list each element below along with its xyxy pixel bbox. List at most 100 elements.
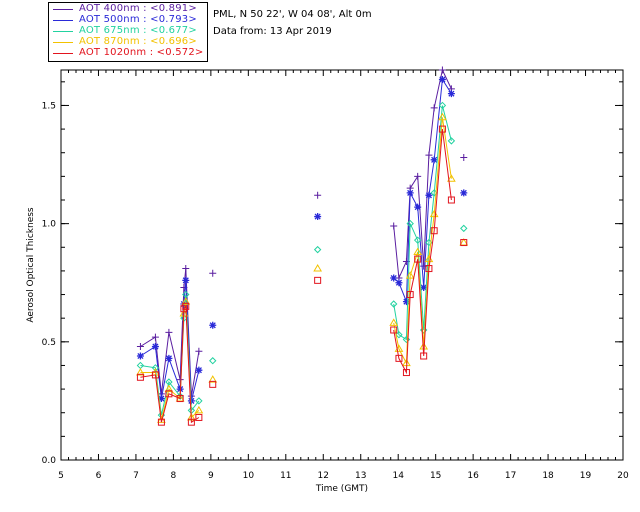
data-point: [136, 368, 145, 376]
x-tick-label: 9: [208, 471, 214, 481]
legend-line-870nm: [53, 42, 73, 43]
data-point: [413, 247, 423, 255]
data-point: [151, 364, 160, 372]
x-tick-label: 18: [542, 471, 554, 481]
x-tick-label: 14: [392, 471, 404, 481]
data-point: [438, 101, 447, 110]
data-point: [460, 153, 468, 161]
x-tick-label: 12: [318, 471, 329, 481]
data-point: [430, 227, 438, 235]
data-point: [430, 104, 438, 112]
x-axis-label: Time (GMT): [315, 484, 368, 494]
series-line: [393, 68, 452, 280]
data-point: [438, 112, 447, 121]
data-point: [405, 271, 415, 279]
series-line: [393, 129, 452, 375]
data-point: [209, 357, 217, 365]
data-point: [151, 343, 159, 351]
x-tick-label: 13: [355, 471, 366, 481]
data-point: [389, 300, 398, 308]
series-aot-1020nm: [136, 125, 468, 426]
data-point: [182, 265, 190, 273]
data-point: [180, 305, 188, 313]
data-point: [195, 347, 203, 355]
data-point: [414, 255, 422, 263]
series-aot-400nm: [136, 66, 468, 400]
data-point: [447, 90, 455, 98]
legend-label-1020nm: AOT 1020nm : <0.572>: [79, 47, 204, 58]
series-layer: [136, 66, 469, 426]
data-point: [406, 219, 414, 228]
data-point: [165, 354, 173, 362]
data-point: [460, 239, 468, 247]
data-point: [194, 405, 204, 414]
data-date: Data from: 13 Apr 2019: [213, 26, 332, 37]
data-point: [157, 418, 165, 426]
data-point: [395, 354, 403, 362]
x-tick-label: 8: [171, 471, 177, 481]
legend-item-870nm: AOT 870nm : <0.696>: [49, 36, 207, 48]
data-point: [406, 189, 414, 197]
data-point: [447, 174, 456, 182]
station-location: PML, N 50 22', W 04 08', Alt 0m: [213, 9, 372, 20]
y-axis-label: Aerosol Optical Thickness: [26, 207, 36, 323]
data-point: [157, 395, 165, 403]
data-point: [390, 274, 398, 282]
y-tick-label: 0.0: [42, 456, 57, 466]
data-point: [182, 302, 190, 310]
data-point: [314, 213, 322, 221]
x-tick-label: 15: [430, 471, 441, 481]
legend-label-500nm: AOT 500nm : <0.793>: [79, 14, 197, 25]
data-point: [460, 224, 468, 233]
series-line: [393, 117, 452, 365]
legend-line-500nm: [53, 20, 73, 21]
data-point: [414, 203, 422, 211]
y-tick-label: 0.5: [42, 338, 56, 348]
data-point: [459, 238, 469, 246]
data-point: [402, 298, 410, 306]
data-point: [413, 236, 422, 244]
data-point: [195, 413, 203, 421]
x-tick-label: 20: [617, 471, 629, 481]
legend-line-400nm: [53, 9, 73, 10]
legend-item-500nm: AOT 500nm : <0.793>: [49, 14, 207, 26]
data-point: [420, 352, 428, 360]
data-point: [414, 172, 422, 180]
legend-item-1020nm: AOT 1020nm : <0.572>: [49, 47, 207, 59]
data-point: [165, 390, 173, 398]
station-info: PML, N 50 22', W 04 08', Alt 0m Data fro…: [213, 6, 372, 40]
data-point: [136, 373, 144, 381]
data-point: [209, 321, 217, 329]
x-tick-label: 11: [280, 471, 291, 481]
y-tick-label: 1.5: [42, 101, 56, 111]
data-point: [460, 189, 468, 197]
data-point: [313, 264, 323, 272]
data-point: [389, 318, 399, 326]
data-point: [151, 333, 159, 341]
x-tick-label: 17: [505, 471, 516, 481]
data-point: [425, 151, 433, 159]
data-point: [395, 331, 403, 339]
data-point: [164, 384, 174, 393]
data-point: [187, 418, 195, 426]
data-point: [313, 245, 322, 254]
data-point: [390, 222, 398, 230]
axis-ticks: 5 6 7 8 9 10 11 12 13 14 15 16 17 18 19 20 0.0 0.5 1.0 1.5: [42, 70, 629, 481]
x-tick-label: 10: [243, 471, 255, 481]
data-point: [136, 352, 144, 360]
data-point: [438, 75, 446, 83]
data-point: [151, 371, 159, 379]
data-point: [438, 125, 446, 133]
series-line: [140, 305, 200, 424]
series-line: [393, 105, 452, 341]
data-point: [430, 156, 438, 164]
legend-item-675nm: AOT 675nm : <0.677>: [49, 25, 207, 37]
series-line: [393, 78, 452, 302]
legend-label-870nm: AOT 870nm : <0.696>: [79, 36, 197, 47]
data-point: [176, 395, 184, 403]
data-point: [208, 375, 218, 383]
x-tick-label: 16: [467, 471, 479, 481]
data-point: [195, 366, 203, 374]
data-point: [402, 369, 410, 377]
